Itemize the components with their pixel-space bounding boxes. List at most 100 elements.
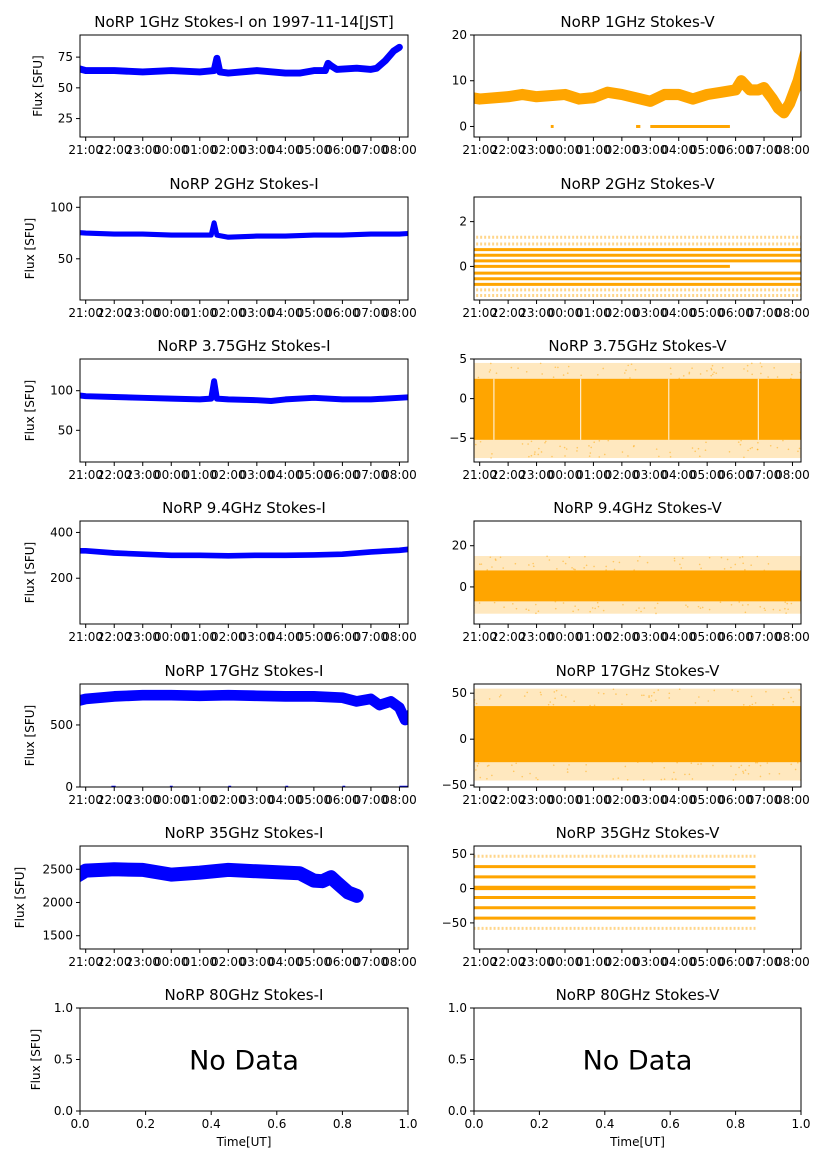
- y-axis-label: Flux [SFU]: [23, 542, 37, 603]
- scatter-point: [478, 563, 481, 566]
- scatter-point: [790, 377, 792, 380]
- scatter-point: [711, 373, 714, 376]
- scatter-point: [699, 455, 701, 458]
- x-tick-label: 02:00: [605, 143, 640, 157]
- scatter-point: [742, 703, 745, 706]
- scatter-point: [815, 453, 817, 455]
- data-series: [80, 862, 364, 903]
- scatter-point: [548, 559, 551, 561]
- scatter-point: [551, 455, 553, 458]
- scatter-point: [447, 444, 449, 446]
- scatter-point: [500, 694, 502, 697]
- scatter-point: [802, 608, 804, 610]
- x-tick-label: 07:00: [747, 468, 782, 482]
- no-data-label: No Data: [583, 1046, 693, 1077]
- scatter-point: [545, 440, 547, 443]
- x-tick-label: 03:00: [633, 468, 668, 482]
- x-tick-label: 06:00: [718, 630, 753, 644]
- scatter-point: [700, 567, 702, 570]
- scatter-point: [468, 693, 470, 695]
- scatter-point: [802, 375, 804, 377]
- scatter-point: [624, 765, 627, 768]
- scatter-point: [747, 772, 750, 775]
- plot-area: [474, 235, 801, 298]
- scatter-point: [735, 773, 737, 776]
- scatter-point: [574, 605, 576, 607]
- scatter-point: [567, 365, 570, 368]
- x-tick-label: 06:00: [325, 793, 360, 807]
- scatter-point: [633, 569, 635, 571]
- scatter-point: [448, 452, 450, 454]
- scatter-point: [625, 693, 628, 696]
- x-tick-label: 08:00: [382, 630, 417, 644]
- x-tick-label: 04:00: [268, 306, 303, 320]
- y-tick-label: 1.0: [448, 1001, 467, 1015]
- scatter-point: [491, 774, 493, 777]
- scatter-point: [812, 769, 814, 771]
- x-tick-label: 23:00: [125, 306, 160, 320]
- scatter-point: [767, 376, 769, 378]
- x-tick-label: 05:00: [690, 630, 725, 644]
- scatter-point: [585, 763, 587, 766]
- scatter-point: [512, 602, 514, 605]
- x-tick-label: 03:00: [633, 306, 668, 320]
- x-tick-label: 07:00: [354, 793, 389, 807]
- x-tick-label: 0.4: [595, 1117, 614, 1131]
- scatter-point: [790, 602, 793, 605]
- scatter-point: [462, 604, 464, 606]
- scatter-point: [756, 761, 759, 764]
- scatter-point: [536, 778, 539, 781]
- scatter-point: [701, 606, 704, 609]
- scatter-point: [540, 693, 542, 696]
- scatter-point: [502, 567, 504, 569]
- scatter-point: [807, 364, 809, 366]
- scatter-point: [597, 373, 599, 376]
- y-tick-label: 0: [65, 780, 73, 794]
- x-tick-label: 06:00: [325, 143, 360, 157]
- scatter-point: [812, 695, 814, 697]
- scatter-point: [549, 701, 552, 703]
- scatter-point: [532, 565, 535, 568]
- scatter-point: [517, 367, 519, 369]
- x-tick-label: 01:00: [576, 143, 611, 157]
- scatter-point: [572, 568, 575, 570]
- scatter-point: [670, 373, 672, 375]
- scatter-point: [807, 612, 809, 614]
- scatter-point: [787, 608, 789, 611]
- scatter-point: [564, 562, 567, 565]
- scatter-point: [446, 457, 448, 459]
- scatter-point: [596, 601, 599, 604]
- y-tick-label: 0.0: [54, 1104, 73, 1118]
- x-tick-label: 22:00: [97, 793, 132, 807]
- scatter-point: [593, 441, 595, 444]
- scatter-point: [650, 700, 653, 702]
- x-tick-label: 22:00: [491, 306, 526, 320]
- scatter-point: [537, 453, 540, 456]
- scatter-point: [544, 441, 546, 444]
- x-tick-label: 23:00: [519, 630, 554, 644]
- axes-frame: [473, 520, 802, 625]
- scatter-point: [458, 703, 460, 705]
- scatter-point: [804, 696, 806, 698]
- x-tick-label: 08:00: [775, 955, 810, 969]
- x-tick-label: 01:00: [576, 793, 611, 807]
- scatter-point: [680, 567, 683, 569]
- scatter-point: [617, 777, 620, 779]
- y-tick-label: 25: [58, 112, 73, 126]
- x-tick-label: 07:00: [747, 143, 782, 157]
- scatter-point: [744, 569, 746, 571]
- x-tick-label: 08:00: [382, 143, 417, 157]
- scatter-point: [534, 451, 536, 453]
- scatter-point: [656, 602, 659, 605]
- y-tick-label: 2500: [42, 862, 73, 876]
- scatter-point: [565, 448, 568, 450]
- y-tick-label: 20: [452, 539, 467, 553]
- scatter-point: [637, 560, 639, 562]
- x-tick-label: 03:00: [240, 468, 275, 482]
- x-tick-label: 21:00: [68, 793, 103, 807]
- scatter-point: [623, 372, 626, 374]
- scatter-point: [479, 776, 482, 779]
- scatter-point: [778, 772, 781, 775]
- scatter-point: [494, 558, 497, 560]
- axes-frame: [473, 34, 802, 138]
